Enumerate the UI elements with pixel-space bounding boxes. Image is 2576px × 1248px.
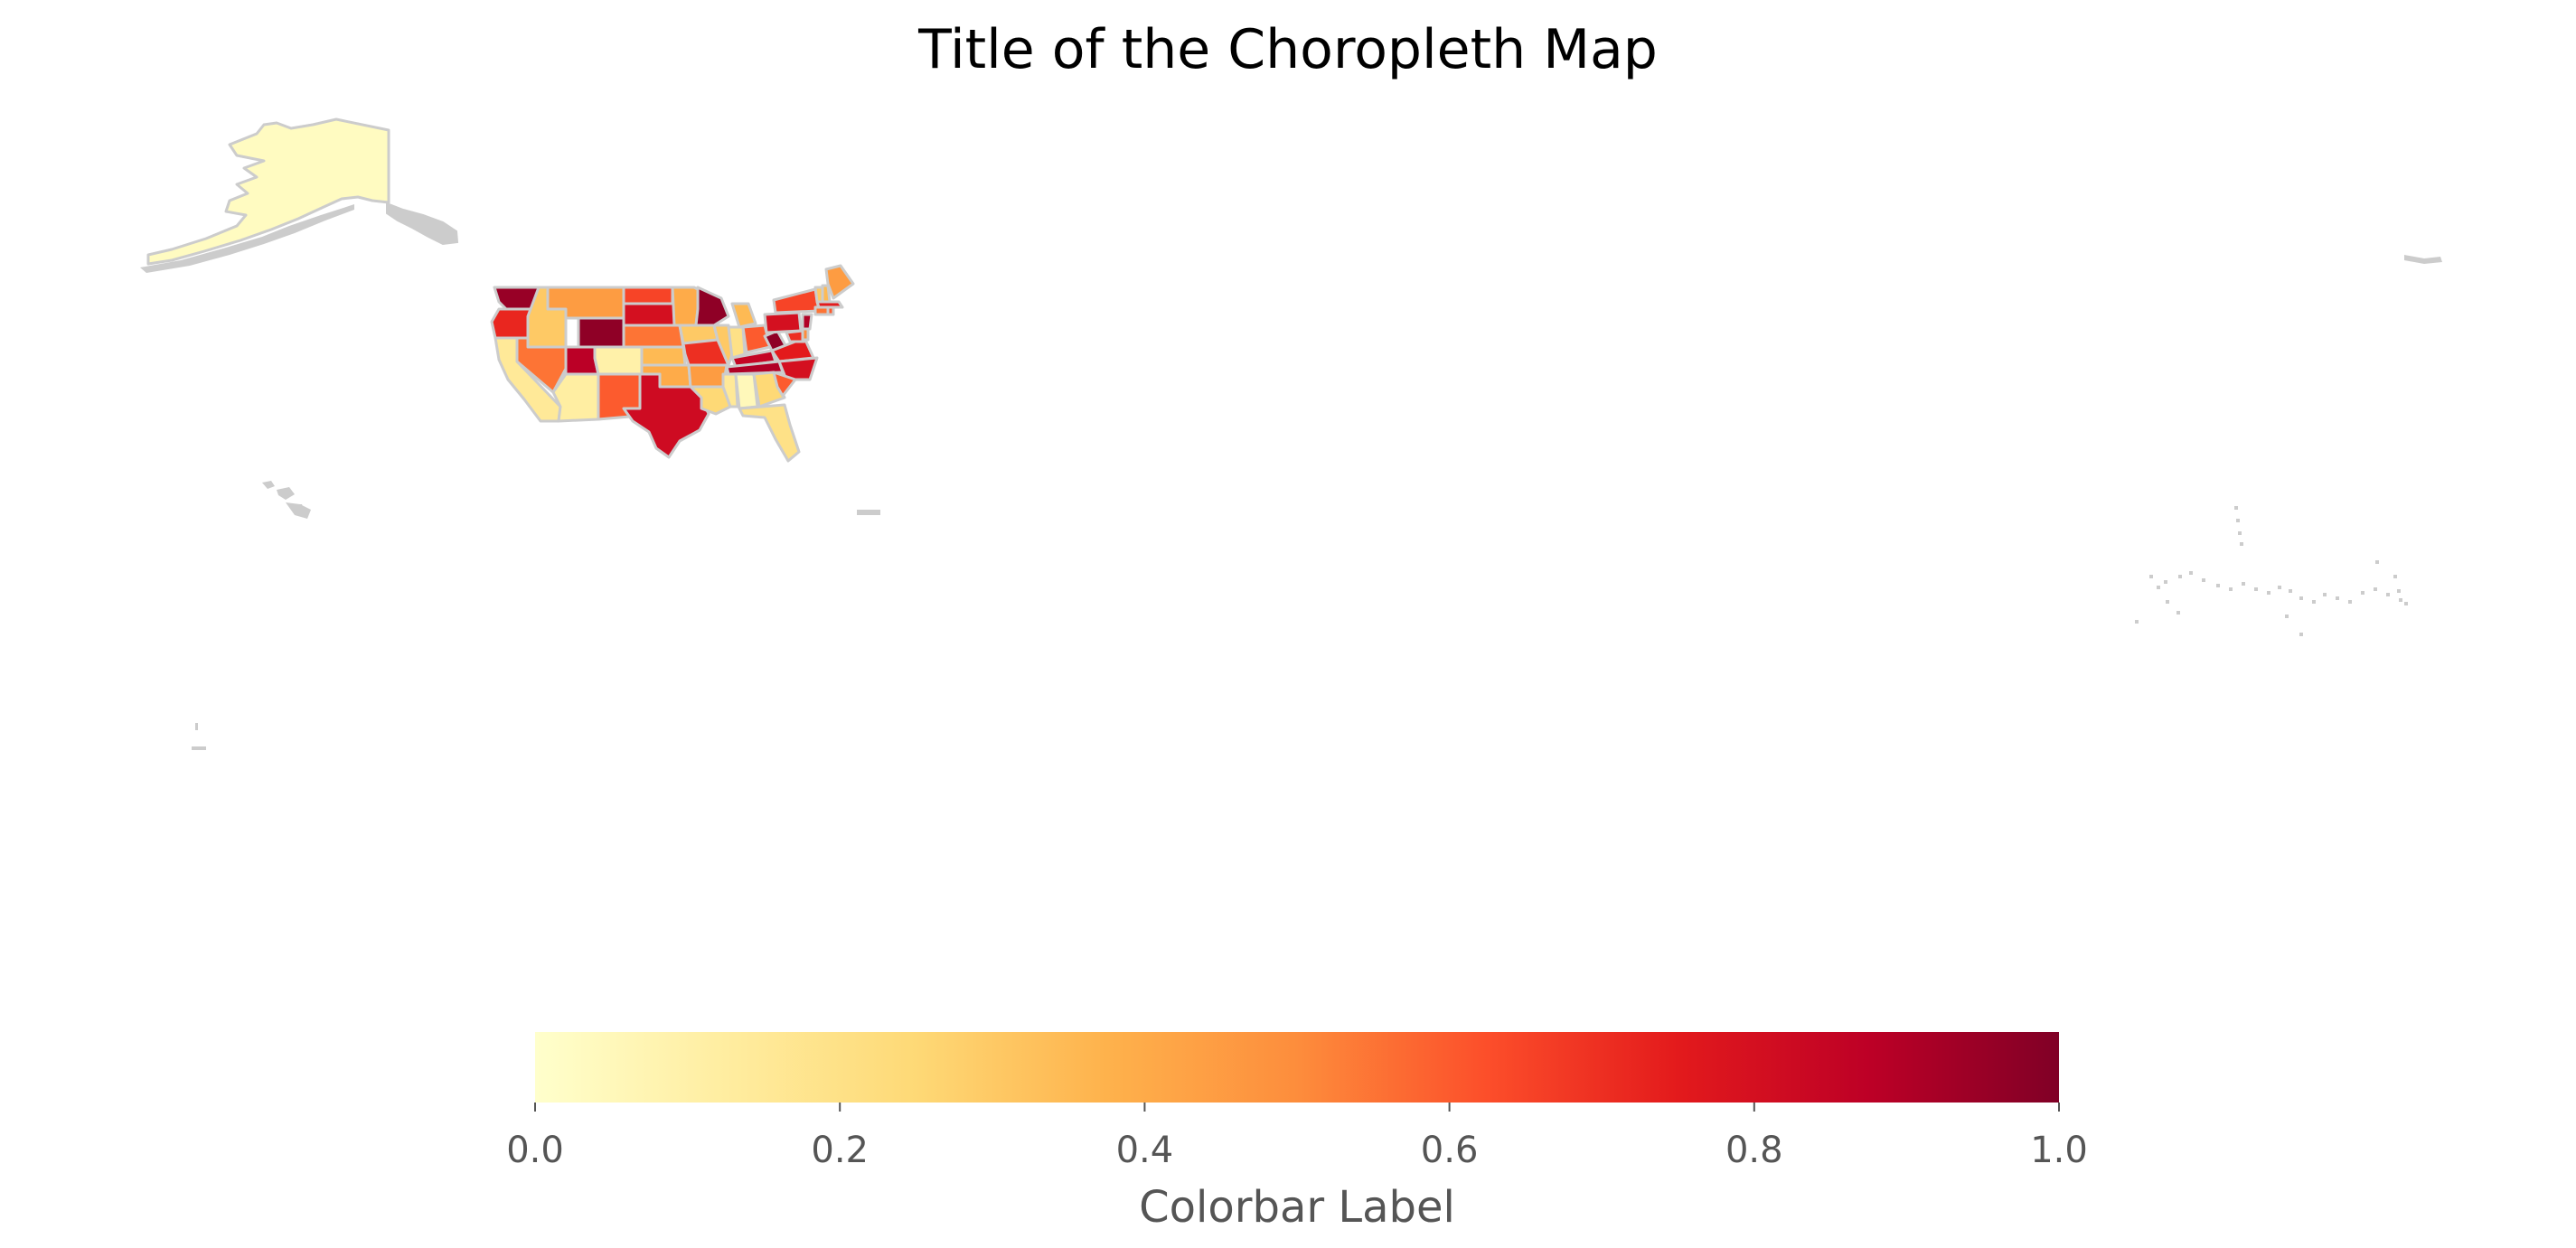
colorbar-tick-label: 0.4 (1116, 1130, 1174, 1171)
colorbar-tick-label: 1.0 (2030, 1130, 2088, 1171)
hawaii-islands (262, 481, 311, 519)
island-speck (2176, 611, 2180, 615)
state-south-dakota (622, 302, 676, 327)
island-speck (2397, 589, 2401, 593)
island (195, 723, 198, 730)
colorbar-ticks: 0.0 0.2 0.4 0.6 0.8 1.0 (506, 1103, 2088, 1171)
state-connecticut (813, 305, 830, 316)
colorbar-tick-label: 0.6 (1421, 1130, 1479, 1171)
pacific-islands (2135, 506, 2408, 636)
island-speck (2238, 531, 2242, 535)
island-speck (2299, 633, 2303, 636)
colorbar-tick-label: 0.2 (811, 1130, 869, 1171)
island-speck (2164, 580, 2167, 584)
island-speck (2202, 578, 2205, 582)
state-wisconsin (694, 286, 730, 327)
island-speck (2404, 602, 2408, 605)
island-speck (2336, 596, 2339, 600)
island-speck (2189, 571, 2193, 575)
island-speck (2386, 593, 2390, 596)
island-speck (2242, 582, 2245, 586)
island-speck (2289, 589, 2292, 593)
island-speck (2267, 591, 2270, 595)
island-speck (2166, 600, 2169, 604)
aleutian-islands (140, 204, 354, 273)
state-wyoming (577, 316, 625, 349)
us-states (146, 117, 855, 463)
colorbar-tick-label: 0.8 (1725, 1130, 1783, 1171)
state-alaska (146, 117, 390, 266)
island-speck (2135, 620, 2139, 624)
island-speck (2348, 600, 2352, 604)
state-north-dakota (622, 286, 674, 305)
state-rhode-island (826, 305, 835, 316)
colorbar-label: Colorbar Label (1139, 1182, 1455, 1233)
alaska-panhandle (386, 202, 459, 246)
island-speck (2374, 587, 2377, 591)
state-maryland (785, 329, 806, 343)
island-speck (2149, 575, 2153, 578)
island-speck (2278, 586, 2281, 589)
island-speck (2216, 584, 2220, 587)
no-data-islands (140, 202, 2442, 750)
state-florida (738, 403, 801, 463)
state-michigan (730, 302, 757, 329)
island-speck (2399, 598, 2402, 602)
island-speck (2254, 587, 2258, 591)
island-speck (2285, 615, 2289, 618)
island-speck (2234, 506, 2238, 510)
island-speck (2323, 593, 2327, 596)
state-illinois (712, 324, 734, 367)
island-speck (2157, 586, 2160, 589)
island-speck (2229, 587, 2233, 591)
island (192, 746, 206, 750)
island-speck (2178, 575, 2182, 578)
colorbar-tick-label: 0.0 (506, 1130, 564, 1171)
state-texas (622, 372, 710, 459)
state-arizona (551, 372, 600, 423)
island-speck (2375, 560, 2379, 564)
island-speck (2240, 542, 2243, 546)
island (2404, 255, 2442, 264)
colorbar-gradient (535, 1032, 2059, 1103)
state-arkansas (687, 363, 729, 389)
state-pennsylvania (763, 311, 803, 334)
state-kansas (640, 345, 687, 367)
island-speck (2236, 519, 2240, 522)
island-speck (2361, 591, 2364, 595)
map-title: Title of the Choropleth Map (918, 18, 1658, 81)
state-delaware (801, 327, 810, 342)
island-speck (2393, 575, 2397, 578)
island-speck (2299, 596, 2303, 600)
colorbar: 0.0 0.2 0.4 0.6 0.8 1.0 Colorbar Label (506, 1032, 2088, 1233)
state-new-jersey (801, 313, 813, 331)
state-north-carolina (777, 356, 819, 381)
state-nebraska (622, 324, 685, 349)
state-new-york (772, 287, 821, 314)
state-south-carolina (772, 371, 797, 398)
state-maine (824, 264, 855, 300)
island (857, 510, 880, 515)
hawaii-big-island (291, 504, 306, 513)
island-speck (2312, 600, 2316, 604)
state-colorado (593, 345, 644, 376)
